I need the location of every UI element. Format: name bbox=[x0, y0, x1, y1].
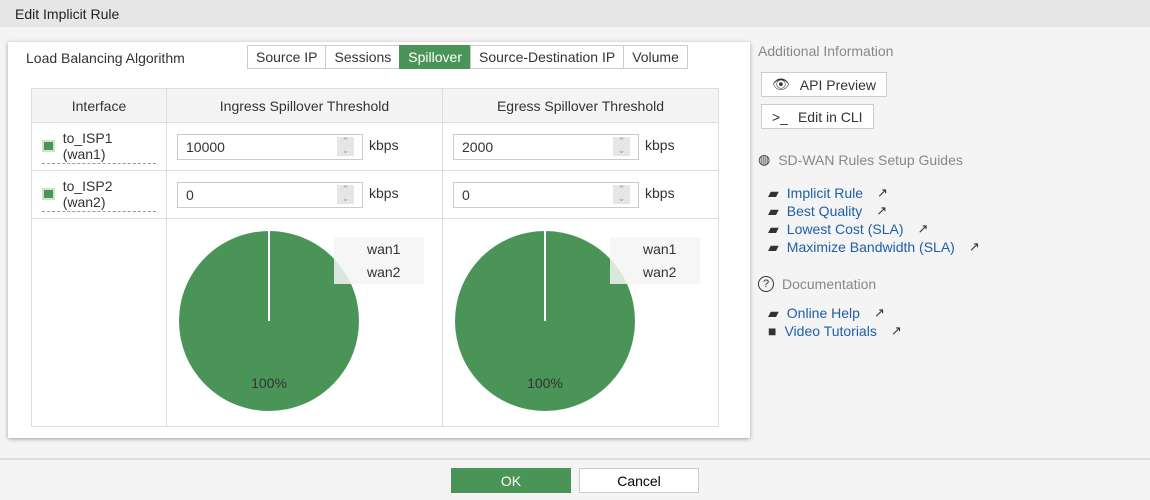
tab-spillover[interactable]: Spillover bbox=[399, 45, 471, 69]
edit-in-cli-button[interactable]: >_ Edit in CLI bbox=[761, 104, 874, 129]
interface-wan2[interactable]: to_ISP2 (wan2) bbox=[42, 178, 156, 212]
legend-box bbox=[610, 237, 700, 284]
link-label: Online Help bbox=[786, 305, 860, 321]
tab-source-destination-ip[interactable]: Source-Destination IP bbox=[470, 45, 625, 69]
book-icon: ▰ bbox=[768, 238, 779, 255]
link-label: Implicit Rule bbox=[786, 185, 864, 201]
tab-sessions[interactable]: Sessions bbox=[325, 45, 401, 69]
ingress-pie-chart: 100% wan1 wan2 bbox=[179, 231, 424, 411]
tab-volume[interactable]: Volume bbox=[623, 45, 688, 69]
unit-label: kbps bbox=[369, 137, 399, 154]
external-link-icon: ↗ bbox=[917, 221, 929, 236]
spillover-table: Interface Ingress Spillover Threshold Eg… bbox=[31, 88, 719, 427]
online-help-link[interactable]: ▰ Online Help ↗ bbox=[758, 304, 1138, 322]
tab-source-ip[interactable]: Source IP bbox=[247, 45, 327, 69]
algorithm-label: Load Balancing Algorithm bbox=[26, 50, 185, 66]
input-value: 0 bbox=[186, 186, 194, 203]
interface-label: to_ISP2 (wan2) bbox=[62, 177, 113, 210]
link-label: Video Tutorials bbox=[784, 323, 877, 339]
spinner-icon[interactable]: ⌃ ⌄ bbox=[613, 185, 630, 204]
legend-item-wan1: wan1 bbox=[642, 241, 677, 257]
book-icon: ▰ bbox=[768, 202, 779, 219]
video-tutorials-link[interactable]: ■ Video Tutorials ↗ bbox=[758, 322, 1138, 340]
egress-threshold-input-wan1[interactable]: 2000 ⌃ ⌄ bbox=[453, 133, 639, 160]
egress-pie-chart: 100% wan1 wan2 bbox=[455, 231, 700, 411]
external-link-icon: ↗ bbox=[877, 185, 888, 200]
link-label: Best Quality bbox=[786, 203, 863, 219]
port-icon bbox=[42, 139, 55, 152]
algorithm-tabs: Source IP Sessions Spillover Source-Dest… bbox=[247, 45, 688, 69]
dialog-footer bbox=[0, 458, 1150, 500]
port-icon bbox=[42, 187, 55, 200]
book-icon: ▰ bbox=[768, 220, 779, 237]
guide-link-best-quality[interactable]: ▰ Best Quality ↗ bbox=[758, 202, 1138, 220]
book-icon: ▰ bbox=[768, 184, 779, 201]
unit-label: kbps bbox=[645, 137, 675, 154]
header-ingress: Ingress Spillover Threshold bbox=[166, 88, 443, 123]
eye-icon: 👁 bbox=[772, 76, 790, 92]
terminal-icon: >_ bbox=[772, 108, 788, 125]
legend-box bbox=[334, 237, 424, 284]
external-link-icon: ↗ bbox=[873, 305, 885, 320]
chart-row: 100% wan1 wan2 100% wan1 wan2 bbox=[31, 218, 719, 427]
external-link-icon: ↗ bbox=[968, 239, 980, 254]
guide-link-implicit-rule[interactable]: ▰ Implicit Rule ↗ bbox=[758, 184, 1138, 202]
link-label: Maximize Bandwidth (SLA) bbox=[786, 239, 955, 255]
guides-title: SD-WAN Rules Setup Guides bbox=[778, 151, 963, 168]
spinner-icon[interactable]: ⌃ ⌄ bbox=[337, 137, 354, 156]
header-egress: Egress Spillover Threshold bbox=[442, 88, 719, 123]
external-link-icon: ↗ bbox=[890, 323, 902, 338]
cancel-button[interactable]: Cancel bbox=[579, 468, 699, 493]
spinner-icon[interactable]: ⌃ ⌄ bbox=[613, 137, 630, 156]
header-interface: Interface bbox=[31, 88, 167, 123]
additional-info-title: Additional Information bbox=[758, 43, 894, 59]
ingress-threshold-input-wan1[interactable]: 10000 ⌃ ⌄ bbox=[177, 133, 363, 160]
video-camera-icon: ■ bbox=[768, 323, 777, 339]
external-link-icon: ↗ bbox=[876, 203, 888, 218]
button-label: API Preview bbox=[799, 76, 877, 93]
ingress-threshold-input-wan2[interactable]: 0 ⌃ ⌄ bbox=[177, 181, 363, 208]
input-value: 2000 bbox=[462, 138, 494, 155]
ok-button[interactable]: OK bbox=[451, 468, 571, 493]
legend-item-wan2: wan2 bbox=[642, 264, 677, 280]
table-row: to_ISP2 (wan2) 0 ⌃ ⌄ kbps 0 ⌃ ⌄ kbps bbox=[31, 170, 719, 219]
guide-link-maximize-bandwidth[interactable]: ▰ Maximize Bandwidth (SLA) ↗ bbox=[758, 238, 1138, 256]
documentation-title: Documentation bbox=[782, 276, 877, 292]
legend-item-wan2: wan2 bbox=[366, 264, 401, 280]
interface-label: to_ISP1 (wan1) bbox=[62, 129, 113, 162]
unit-label: kbps bbox=[369, 185, 399, 202]
side-panel: Additional Information 👁 API Preview >_ Ed… bbox=[758, 43, 1138, 340]
book-icon: ▰ bbox=[768, 304, 779, 321]
help-icon: ? bbox=[758, 276, 774, 292]
input-value: 10000 bbox=[186, 138, 225, 155]
legend-item-wan1: wan1 bbox=[366, 241, 401, 257]
data-label: 100% bbox=[251, 375, 287, 391]
input-value: 0 bbox=[462, 186, 470, 203]
table-row: to_ISP1 (wan1) 10000 ⌃ ⌄ kbps 2000 ⌃ ⌄ kbps bbox=[31, 122, 719, 171]
data-label: 100% bbox=[527, 375, 563, 391]
spinner-icon[interactable]: ⌃ ⌄ bbox=[337, 185, 354, 204]
api-preview-button[interactable]: 👁 API Preview bbox=[761, 72, 888, 97]
interface-wan1[interactable]: to_ISP1 (wan1) bbox=[42, 130, 156, 164]
egress-threshold-input-wan2[interactable]: 0 ⌃ ⌄ bbox=[453, 181, 639, 208]
link-label: Lowest Cost (SLA) bbox=[786, 221, 904, 237]
dialog-title: Edit Implicit Rule bbox=[0, 0, 1150, 27]
globe-icon: ◍ bbox=[758, 151, 771, 167]
button-label: Edit in CLI bbox=[797, 108, 863, 125]
guide-link-lowest-cost[interactable]: ▰ Lowest Cost (SLA) ↗ bbox=[758, 220, 1138, 238]
unit-label: kbps bbox=[645, 185, 675, 202]
